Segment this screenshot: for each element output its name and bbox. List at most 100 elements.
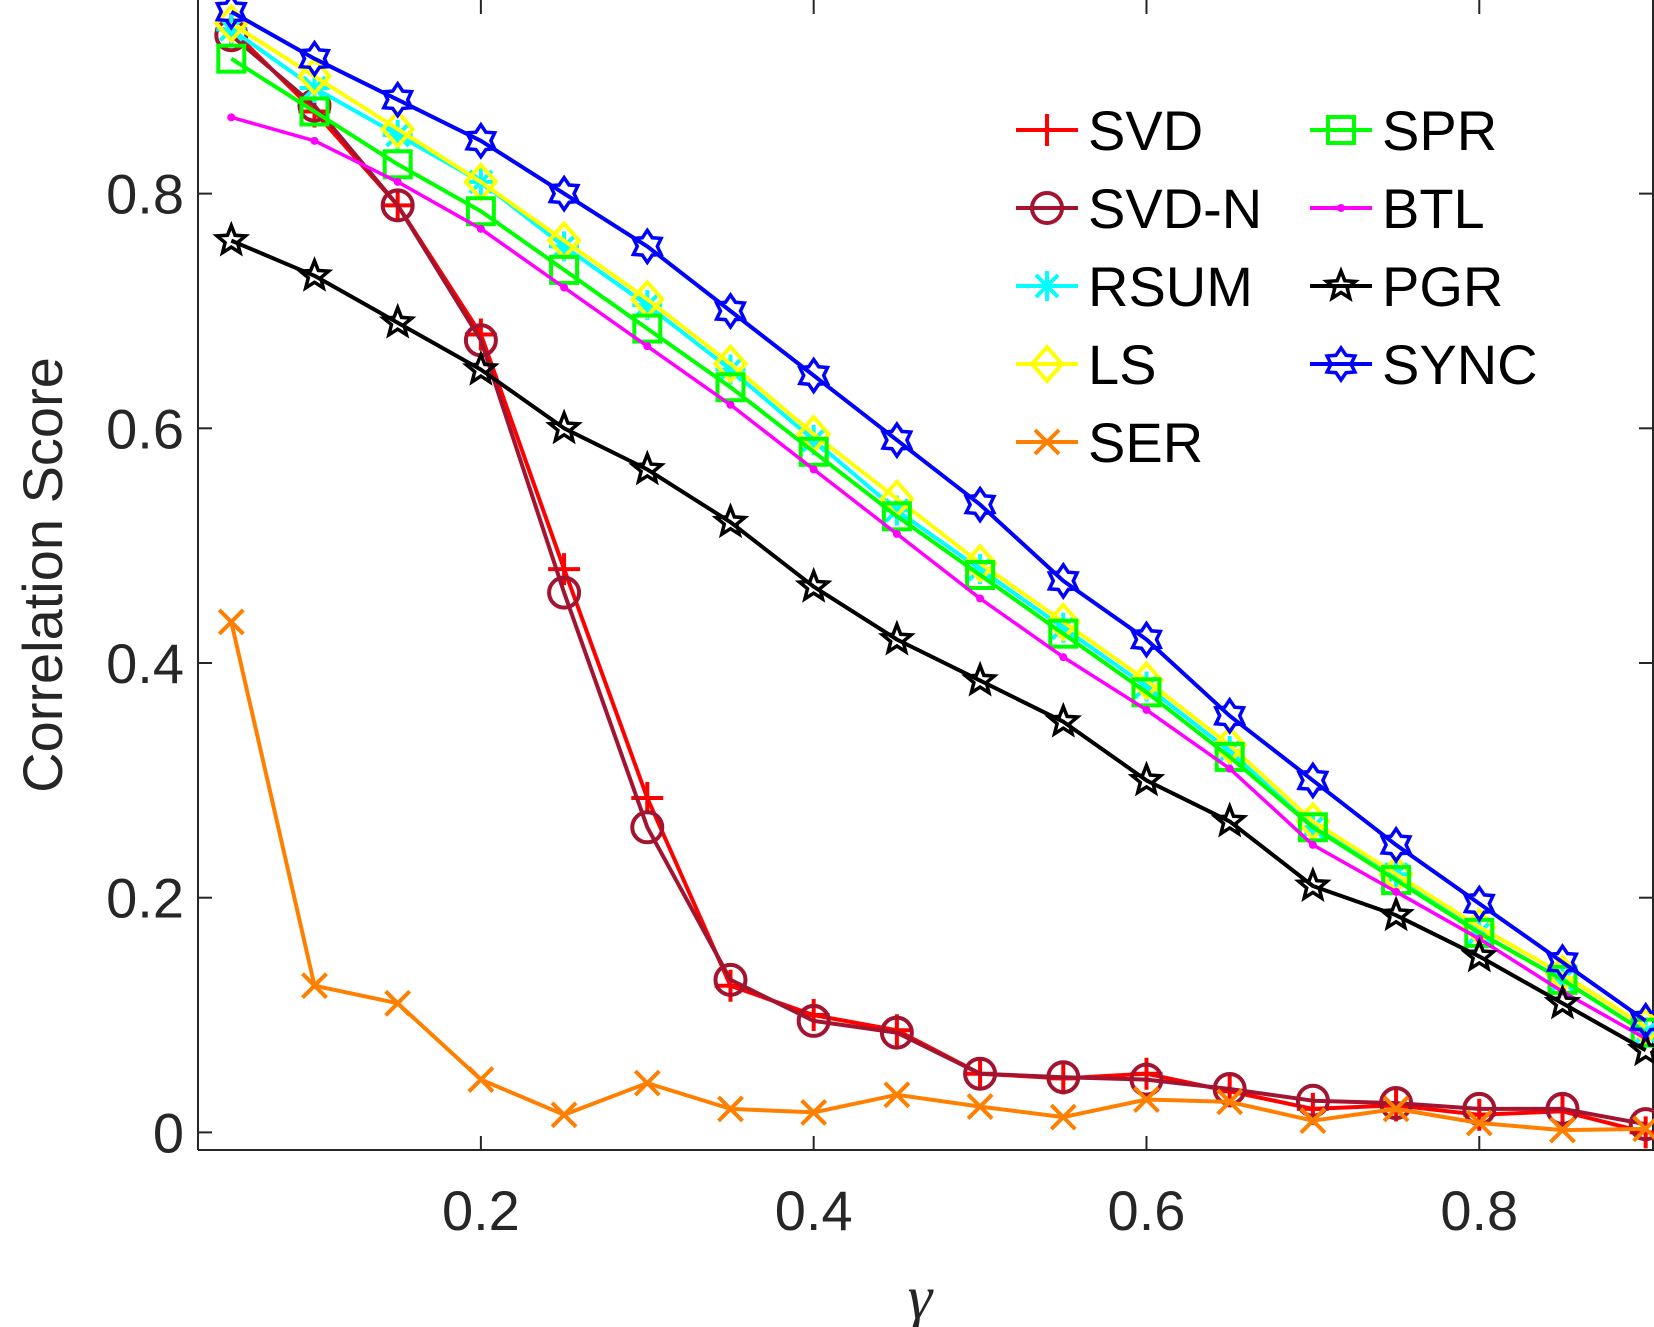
data-point-svd-n — [630, 810, 665, 845]
data-point-rsum — [715, 354, 746, 385]
data-point-pgr — [794, 566, 833, 603]
legend-entry-sync: SYNC — [1310, 333, 1538, 396]
legend-label-svd-n: SVD-N — [1088, 177, 1262, 240]
legend-label-rsum: RSUM — [1088, 255, 1253, 318]
data-point-svd-n — [879, 1015, 914, 1050]
series-layer — [212, 0, 1654, 1149]
data-point-btl — [809, 465, 818, 474]
data-point-sync — [381, 80, 415, 119]
y-tick-label: 0.6 — [106, 397, 184, 460]
data-point-spr — [382, 149, 413, 180]
data-point-ls — [712, 343, 749, 384]
data-point-sync — [1129, 620, 1163, 659]
data-point-pgr — [1210, 801, 1249, 838]
x-tick-label: 0.6 — [1108, 1179, 1186, 1242]
data-point-pgr — [961, 660, 999, 697]
data-point-ls — [1212, 725, 1248, 766]
data-point-spr — [549, 254, 580, 285]
data-point-pgr — [878, 619, 916, 656]
data-point-ls — [962, 543, 998, 584]
legend-marker-sync — [1324, 344, 1358, 384]
data-point-spr — [465, 196, 496, 227]
series-ls — [213, 3, 1654, 1047]
data-point-svd — [548, 553, 581, 586]
data-point-svd — [1130, 1057, 1163, 1090]
data-point-svd-n — [1379, 1086, 1414, 1121]
x-axis-label: γ — [908, 1264, 934, 1327]
legend-entry-pgr: PGR — [1310, 255, 1503, 318]
legend-marker-svd — [1031, 114, 1063, 146]
data-point-btl — [643, 342, 652, 351]
data-point-spr — [965, 560, 996, 590]
data-point-btl — [560, 283, 569, 292]
data-point-btl — [1308, 840, 1317, 849]
data-point-svd-n — [1628, 1107, 1654, 1142]
data-point-btl — [1142, 705, 1151, 714]
data-point-sync — [1213, 696, 1247, 735]
legend-entry-rsum: RSUM — [1016, 255, 1253, 318]
data-point-sync — [297, 39, 331, 78]
data-point-rsum — [632, 290, 663, 321]
legend-entry-spr: SPR — [1310, 99, 1497, 162]
data-point-svd-n — [1545, 1091, 1580, 1126]
series-line-btl — [230, 115, 1647, 1041]
data-point-pgr — [1127, 760, 1166, 797]
data-point-svd-n — [1046, 1060, 1081, 1095]
data-point-rsum — [382, 119, 413, 150]
data-point-ser — [1299, 1107, 1327, 1135]
data-point-btl — [1225, 764, 1234, 773]
data-point-btl — [393, 177, 402, 186]
legend-marker-btl — [1337, 204, 1345, 212]
data-point-spr — [715, 372, 746, 403]
data-point-btl — [1059, 653, 1068, 662]
data-point-sync — [547, 174, 581, 213]
data-point-ser — [301, 972, 328, 1000]
data-point-pgr — [1460, 936, 1499, 973]
series-sync — [214, 0, 1654, 1040]
data-point-rsum — [1131, 671, 1162, 702]
legend-marker-ser — [1033, 428, 1061, 456]
data-point-spr — [1131, 677, 1162, 708]
data-point-pgr — [1294, 866, 1332, 902]
data-point-pgr — [1543, 983, 1582, 1020]
data-point-sync — [1046, 561, 1080, 601]
data-point-spr — [881, 501, 912, 532]
data-point-ls — [1045, 601, 1081, 642]
axes: 0.2 0.4 0.6 0.8 0 0.2 0.4 0.6 0.8 — [106, 0, 1654, 1242]
data-point-ser — [966, 1093, 994, 1120]
legend-label-ser: SER — [1088, 411, 1203, 474]
data-point-svd-n — [1295, 1083, 1330, 1118]
legend-label-ls: LS — [1088, 333, 1157, 396]
data-point-pgr — [628, 449, 667, 486]
data-point-rsum — [549, 231, 580, 262]
data-point-svd-n — [963, 1056, 998, 1091]
data-point-sync — [1545, 943, 1579, 982]
x-tick-label: 0.4 — [775, 1179, 853, 1242]
legend-marker-spr — [1326, 115, 1356, 145]
y-tick-label: 0.8 — [106, 163, 184, 226]
data-point-ls — [296, 56, 333, 97]
data-point-btl — [476, 224, 485, 233]
y-tick-label: 0 — [153, 1101, 184, 1164]
legend-entry-ser: SER — [1016, 411, 1203, 474]
data-point-ser — [717, 1095, 744, 1123]
data-point-sync — [1629, 1001, 1654, 1040]
data-point-ser — [384, 989, 412, 1017]
data-point-svd-n — [713, 962, 748, 997]
legend-entry-svd: SVD — [1016, 99, 1203, 162]
legend-entry-ls: LS — [1016, 333, 1157, 396]
data-point-pgr — [295, 256, 334, 292]
data-point-spr — [299, 96, 330, 127]
data-point-ser — [1049, 1103, 1077, 1131]
y-tick-label: 0.2 — [106, 867, 184, 930]
data-point-ser — [1465, 1109, 1493, 1137]
data-point-pgr — [1626, 1030, 1654, 1067]
y-axis-label: Correlation Score — [11, 357, 74, 793]
data-point-spr — [632, 313, 663, 344]
data-point-rsum — [1048, 612, 1079, 643]
series-rsum — [216, 14, 1654, 1048]
data-point-spr — [216, 43, 247, 74]
data-point-spr — [1297, 812, 1328, 843]
data-point-pgr — [212, 220, 251, 257]
